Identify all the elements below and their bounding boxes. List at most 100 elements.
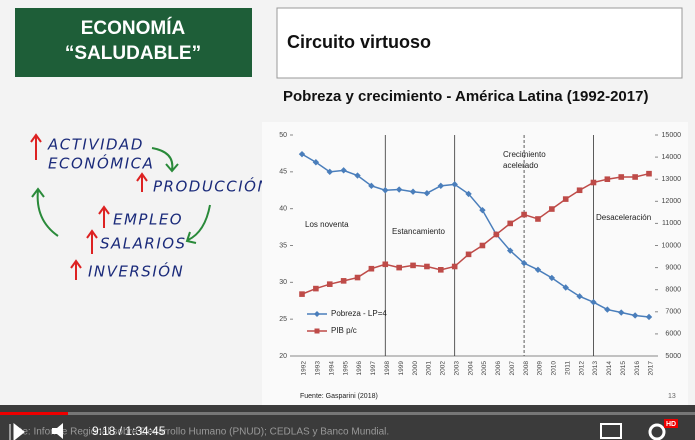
- marker: [618, 174, 625, 180]
- x-tick-label: 2009: [537, 361, 544, 376]
- y2-tick-label: 9000: [665, 264, 681, 271]
- x-tick-label: 2005: [481, 361, 488, 376]
- captions-button[interactable]: [600, 423, 622, 439]
- series-line: [301, 153, 650, 318]
- note: ECONÓMICA: [48, 154, 154, 173]
- period-label: acelerado: [503, 161, 539, 170]
- chart-title: Pobreza y crecimiento - América Latina (…: [283, 88, 648, 105]
- time: 9:18 / 1:34:45: [92, 424, 166, 438]
- notes: ACTIVIDAD ECONÓMICA PRODUCCIÓN EMPLEO SA…: [30, 133, 269, 281]
- x-tick-label: 2003: [453, 361, 460, 376]
- marker: [410, 262, 416, 269]
- marker: [354, 172, 361, 179]
- marker: [326, 168, 333, 176]
- page-number: 13: [668, 393, 676, 400]
- up-arrow: [136, 172, 148, 192]
- x-tick-label: 1993: [315, 361, 322, 376]
- marker: [507, 247, 514, 254]
- y-tick-label: 35: [279, 242, 287, 249]
- x-tick-label: 2015: [620, 361, 627, 376]
- caption: nte: Informe Regional sobre Desarrollo H…: [14, 427, 389, 438]
- heading-box: [276, 7, 683, 79]
- marker: [299, 291, 305, 297]
- marker: [465, 251, 472, 258]
- x-tick-label: 2014: [606, 361, 613, 376]
- y2-tick-label: 14000: [662, 154, 682, 161]
- marker: [549, 206, 555, 212]
- y2-tick-label: 7000: [665, 309, 681, 316]
- marker: [312, 159, 320, 166]
- y-tick-label: 45: [279, 169, 287, 176]
- x-tick-label: 2013: [592, 361, 599, 376]
- volume-button[interactable]: [52, 423, 63, 439]
- marker: [590, 179, 597, 186]
- legend-label: Pobreza - LP=4: [331, 309, 387, 318]
- y-tick-label: 50: [279, 132, 287, 139]
- marker: [521, 211, 527, 218]
- x-tick-label: 1992: [301, 361, 308, 376]
- marker: [368, 265, 375, 272]
- up-arrow: [30, 133, 42, 160]
- marker: [618, 309, 625, 316]
- cycle-arrow: [151, 147, 179, 173]
- x-tick-label: 2001: [426, 361, 433, 376]
- marker: [535, 216, 541, 222]
- marker: [590, 299, 597, 306]
- y-tick-label: 25: [279, 316, 287, 323]
- x-tick-label: 2000: [412, 361, 419, 376]
- marker: [576, 187, 583, 194]
- x-tick-label: 2017: [648, 361, 655, 376]
- marker: [646, 170, 652, 177]
- up-arrow: [86, 229, 98, 254]
- marker: [395, 186, 403, 193]
- y2-tick-label: 10000: [662, 242, 682, 249]
- legend-label: PIB p/c: [331, 326, 357, 335]
- y-tick-label: 30: [279, 279, 287, 286]
- x-tick-label: 2006: [495, 361, 502, 376]
- y2-tick-label: 13000: [662, 176, 682, 183]
- x-tick-label: 1998: [384, 361, 391, 376]
- marker: [409, 188, 417, 195]
- marker: [396, 264, 402, 271]
- badge-line: ECONOMÍA: [81, 17, 186, 39]
- x-tick-label: 2012: [578, 361, 585, 376]
- note: SALARIOS: [100, 235, 187, 253]
- period-label: Los noventa: [305, 220, 349, 229]
- marker: [313, 285, 319, 292]
- up-arrow: [98, 205, 110, 228]
- marker: [493, 231, 500, 238]
- hd-label: HD: [666, 421, 676, 428]
- period-label: Crecimiento: [503, 150, 546, 159]
- x-tick-label: 2011: [564, 361, 571, 375]
- marker: [423, 189, 431, 197]
- marker: [562, 284, 569, 291]
- x-tick-label: 1996: [356, 361, 363, 376]
- x-tick-label: 2007: [509, 361, 516, 376]
- marker: [632, 174, 638, 180]
- marker: [562, 196, 569, 202]
- marker: [548, 274, 556, 282]
- marker: [604, 176, 611, 182]
- note: INVERSIÓN: [88, 262, 184, 281]
- badge-line: “SALUDABLE”: [65, 43, 201, 64]
- y2-tick-label: 5000: [665, 353, 681, 360]
- x-tick-label: 2010: [551, 361, 558, 376]
- y2-tick-label: 8000: [665, 287, 681, 294]
- chart-panel: [262, 122, 688, 407]
- marker: [382, 187, 389, 194]
- marker: [520, 259, 528, 267]
- marker: [465, 190, 472, 198]
- progress-track[interactable]: [0, 412, 695, 415]
- marker: [645, 313, 653, 321]
- heading: Circuito virtuoso: [287, 32, 431, 52]
- marker: [451, 181, 458, 188]
- y2-tick-label: 11000: [662, 220, 681, 227]
- settings-button[interactable]: [648, 423, 666, 440]
- marker: [340, 167, 347, 174]
- y-tick-label: 20: [279, 353, 287, 360]
- next-button[interactable]: [9, 422, 25, 440]
- source: Fuente: Gasparini (2018): [300, 393, 378, 400]
- marker: [451, 263, 458, 270]
